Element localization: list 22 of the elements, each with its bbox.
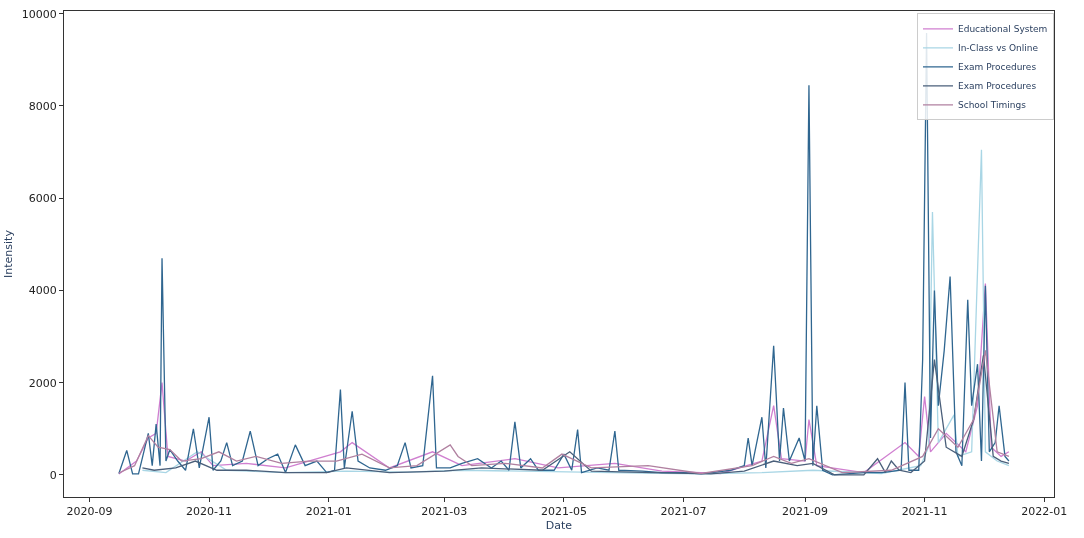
- y-tick-label: 0: [49, 468, 57, 482]
- legend-label: School Timings: [958, 100, 1027, 111]
- x-tick-label: 2021-01: [305, 505, 352, 519]
- x-tick-label: 2021-11: [901, 505, 948, 519]
- x-tick-label: 2021-09: [782, 505, 829, 519]
- y-axis-title: Intensity: [2, 229, 16, 278]
- y-tick-label: 10000: [21, 7, 57, 21]
- y-tick-label: 2000: [28, 376, 57, 390]
- x-axis-title: Date: [545, 519, 573, 533]
- legend-label: In-Class vs Online: [958, 43, 1039, 54]
- x-tick-label: 2022-01: [1021, 505, 1068, 519]
- x-tick-label: 2020-09: [66, 505, 113, 519]
- x-tick-label: 2021-05: [540, 505, 587, 519]
- legend-label: Exam Procedures: [958, 81, 1037, 92]
- legend-label: Educational System: [958, 24, 1048, 35]
- x-tick-label: 2021-03: [421, 505, 468, 519]
- y-tick-label: 6000: [28, 192, 57, 206]
- legend-label: Exam Procedures: [958, 62, 1037, 73]
- y-tick-label: 4000: [28, 284, 57, 298]
- y-tick-label: 8000: [28, 99, 57, 113]
- x-tick-label: 2020-11: [186, 505, 233, 519]
- x-tick-label: 2021-07: [660, 505, 707, 519]
